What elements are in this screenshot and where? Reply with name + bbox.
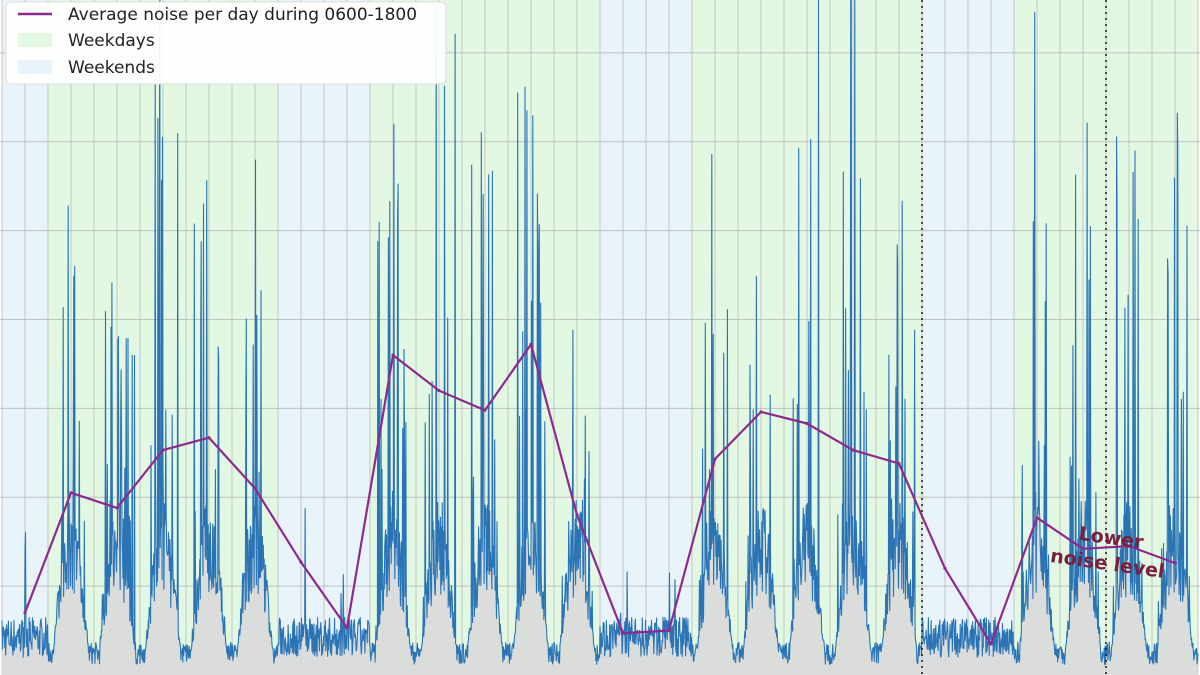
legend: Average noise per day during 0600-1800 W… — [5, 1, 447, 85]
average-point-12 — [575, 513, 579, 517]
average-point-2 — [115, 506, 119, 510]
average-point-14 — [667, 628, 671, 633]
average-point-15 — [713, 457, 717, 461]
average-series — [23, 342, 1177, 646]
average-point-22 — [1035, 516, 1039, 520]
average-point-23 — [1081, 547, 1085, 551]
average-point-13 — [621, 631, 625, 635]
legend-swatch-weekends — [18, 60, 52, 74]
average-point-0 — [23, 611, 27, 615]
average-point-25 — [1173, 561, 1177, 565]
average-point-4 — [207, 436, 211, 440]
average-point-1 — [69, 491, 73, 495]
average-point-20 — [943, 566, 947, 570]
average-point-5 — [253, 486, 257, 490]
legend-label-average: Average noise per day during 0600-1800 — [68, 5, 417, 25]
average-point-3 — [161, 448, 165, 452]
average-point-16 — [759, 410, 763, 414]
average-point-7 — [345, 626, 349, 630]
average-point-8 — [391, 353, 395, 357]
legend-box — [5, 1, 447, 85]
average-point-6 — [299, 560, 303, 564]
vertical-markers — [921, 0, 1107, 675]
average-line — [23, 343, 1176, 645]
average-point-9 — [437, 389, 441, 393]
average-point-24 — [1127, 544, 1131, 548]
average-point-11 — [529, 342, 533, 346]
average-point-10 — [483, 408, 487, 412]
average-point-18 — [851, 448, 855, 452]
average-point-19 — [897, 461, 901, 466]
legend-label-weekdays: Weekdays — [68, 31, 155, 51]
average-point-21 — [989, 642, 993, 646]
average-point-17 — [805, 421, 809, 426]
legend-swatch-weekdays — [18, 33, 52, 47]
legend-label-weekends: Weekends — [68, 58, 155, 78]
